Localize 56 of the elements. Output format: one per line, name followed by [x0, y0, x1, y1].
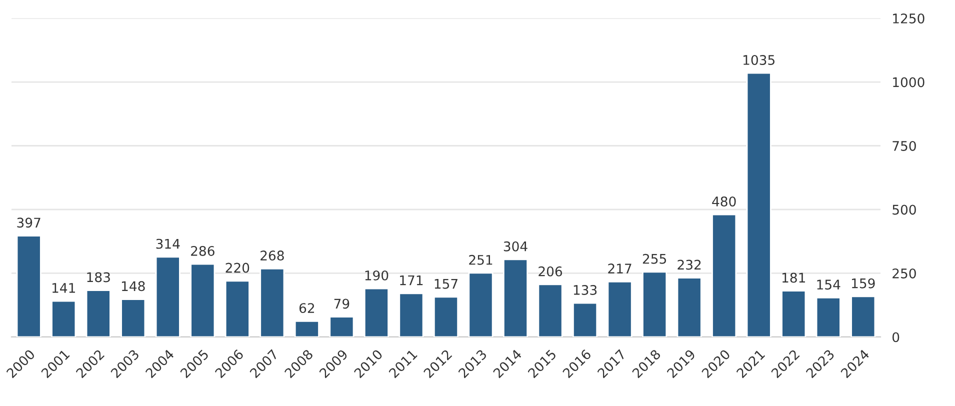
data-label: 217 [608, 264, 632, 274]
data-label: 251 [469, 254, 492, 265]
bar [642, 271, 668, 337]
data-label: 141 [52, 283, 75, 293]
data-label: 480 [712, 196, 736, 206]
bar [51, 300, 76, 337]
data-label: 220 [226, 262, 250, 273]
data-label: 133 [574, 284, 597, 295]
bar [224, 280, 250, 337]
data-label: 397 [17, 218, 40, 228]
y-tick-label: 1000 [893, 77, 924, 88]
y-tick-label: 0 [892, 332, 900, 342]
y-tick-label: 250 [892, 268, 916, 278]
data-label: 181 [782, 272, 805, 283]
bar [816, 297, 841, 337]
data-label: 62 [299, 303, 314, 314]
data-label: 79 [334, 298, 350, 309]
bar [607, 280, 632, 337]
data-label: 286 [191, 246, 214, 256]
y-tick-label: 1250 [893, 13, 924, 24]
data-label: 159 [852, 278, 875, 288]
bar [468, 272, 494, 337]
y-tick-label: 750 [892, 140, 916, 151]
bar [16, 235, 42, 337]
data-label: 183 [87, 272, 110, 282]
data-label: 314 [156, 238, 180, 249]
bar [155, 256, 180, 337]
bar [850, 296, 876, 337]
bar [676, 277, 702, 337]
data-label: 1035 [744, 54, 774, 65]
data-label: 154 [817, 280, 840, 290]
bar [190, 263, 216, 337]
data-label: 157 [434, 279, 458, 289]
bar [120, 298, 146, 337]
data-label: 206 [538, 266, 562, 276]
bar [572, 302, 598, 337]
data-label: 148 [122, 281, 145, 292]
bar [294, 320, 320, 337]
data-label: 171 [400, 275, 423, 286]
data-label: 268 [260, 250, 284, 261]
bar [746, 72, 772, 337]
y-tick-label: 500 [892, 204, 916, 215]
bar [433, 296, 458, 337]
data-label: 255 [642, 254, 666, 264]
data-label: 232 [678, 260, 701, 270]
bar [86, 290, 111, 337]
bar [502, 258, 528, 337]
bar [364, 288, 389, 337]
bar [538, 284, 563, 337]
bar [260, 268, 285, 337]
bar [712, 214, 737, 337]
data-label: 190 [365, 270, 388, 280]
data-label: 304 [504, 241, 528, 252]
bar [398, 292, 424, 337]
bar [781, 290, 806, 337]
bar [329, 316, 354, 337]
